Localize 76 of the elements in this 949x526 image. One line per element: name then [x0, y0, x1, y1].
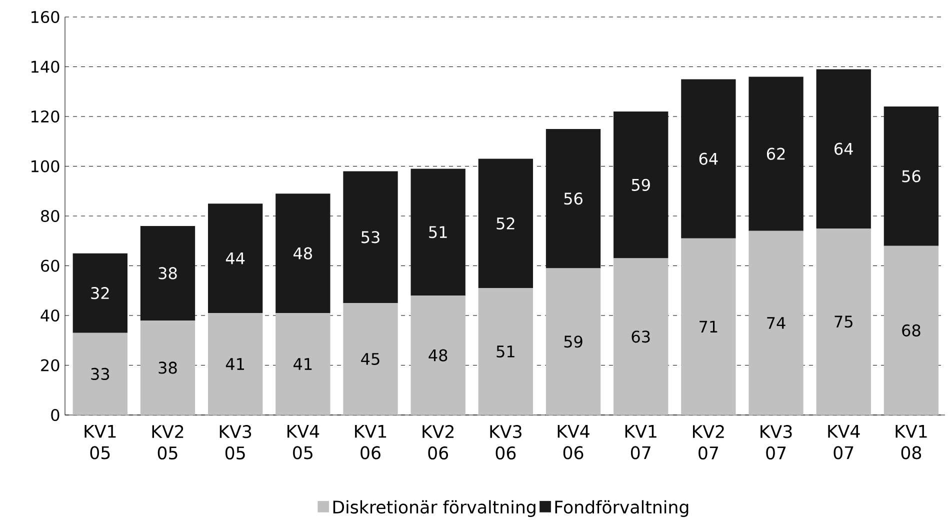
data-label: 53	[362, 231, 380, 244]
bar	[816, 228, 871, 415]
data-label: 48	[428, 349, 448, 362]
bar	[478, 288, 534, 415]
y-tick-label: 120	[32, 110, 60, 123]
bar	[343, 303, 398, 415]
legend-label: Fondförvaltning	[555, 500, 688, 517]
bar	[681, 79, 736, 238]
data-label: 51	[429, 226, 447, 238]
bar	[208, 204, 263, 314]
bar	[72, 332, 128, 415]
data-label: 33	[91, 368, 110, 380]
bar	[208, 313, 263, 415]
data-label: 59	[632, 178, 650, 191]
bar	[884, 106, 939, 246]
data-label: 51	[496, 346, 514, 358]
bar	[410, 168, 466, 296]
data-label: 64	[834, 142, 853, 155]
bar	[343, 171, 398, 304]
data-label: 62	[766, 148, 785, 160]
y-tick-label: 80	[41, 210, 60, 222]
bar	[614, 112, 668, 258]
x-tick-label: KV3 05	[220, 425, 252, 460]
legend-label: Diskretionär förvaltning	[333, 500, 536, 517]
data-label: 64	[699, 152, 718, 165]
y-tick-label: 100	[32, 160, 60, 172]
data-label: 45	[361, 353, 380, 365]
y-tick-label: 60	[41, 260, 60, 272]
bar	[410, 296, 466, 415]
bar	[140, 226, 196, 320]
bar	[614, 258, 668, 415]
x-tick-label: KV2 07	[693, 425, 724, 460]
data-label: 38	[158, 267, 177, 280]
x-tick-label: KV1 07	[625, 425, 656, 460]
x-tick-label: KV1 08	[896, 425, 927, 460]
bar	[546, 128, 601, 268]
data-label: 56	[564, 192, 582, 205]
data-label: 71	[700, 320, 718, 333]
x-tick-label: KV2 05	[152, 425, 184, 460]
x-tick-label: KV1 05	[84, 425, 116, 460]
y-tick-label: 20	[41, 359, 60, 372]
y-tick-label: 140	[32, 60, 60, 73]
data-label: 44	[226, 252, 245, 264]
bar	[140, 320, 196, 415]
x-tick-label: KV1 06	[355, 425, 386, 460]
bar	[72, 253, 128, 333]
x-tick-label: KV2 06	[422, 425, 454, 460]
y-tick-label: 160	[32, 10, 60, 24]
bar	[884, 246, 939, 415]
bar	[748, 230, 804, 415]
bar	[276, 313, 330, 415]
x-tick-label: KV4 06	[558, 425, 590, 460]
x-tick-label: KV3 07	[760, 425, 792, 460]
y-tick-label: 0	[51, 408, 60, 422]
data-label: 63	[632, 330, 650, 343]
data-label: 59	[564, 336, 582, 348]
data-label: 48	[294, 247, 312, 260]
y-tick-label: 40	[40, 309, 60, 322]
data-label: 52	[496, 217, 514, 230]
bar	[546, 268, 601, 415]
bar	[478, 158, 534, 288]
x-tick-label: KV4 07	[828, 425, 860, 460]
x-tick-label: KV3 06	[490, 425, 522, 460]
data-label: 56	[902, 170, 920, 182]
bar	[276, 194, 330, 314]
data-label: 75	[834, 316, 852, 328]
data-label: 68	[902, 324, 920, 336]
bar	[816, 69, 871, 228]
data-label: 32	[91, 287, 109, 300]
data-label: 74	[767, 317, 786, 329]
bar	[748, 76, 804, 231]
bar	[681, 238, 736, 415]
data-label: 41	[226, 358, 244, 370]
data-label: 38	[158, 362, 177, 374]
data-label: 41	[294, 358, 312, 370]
x-tick-label: KV4 05	[287, 425, 320, 460]
